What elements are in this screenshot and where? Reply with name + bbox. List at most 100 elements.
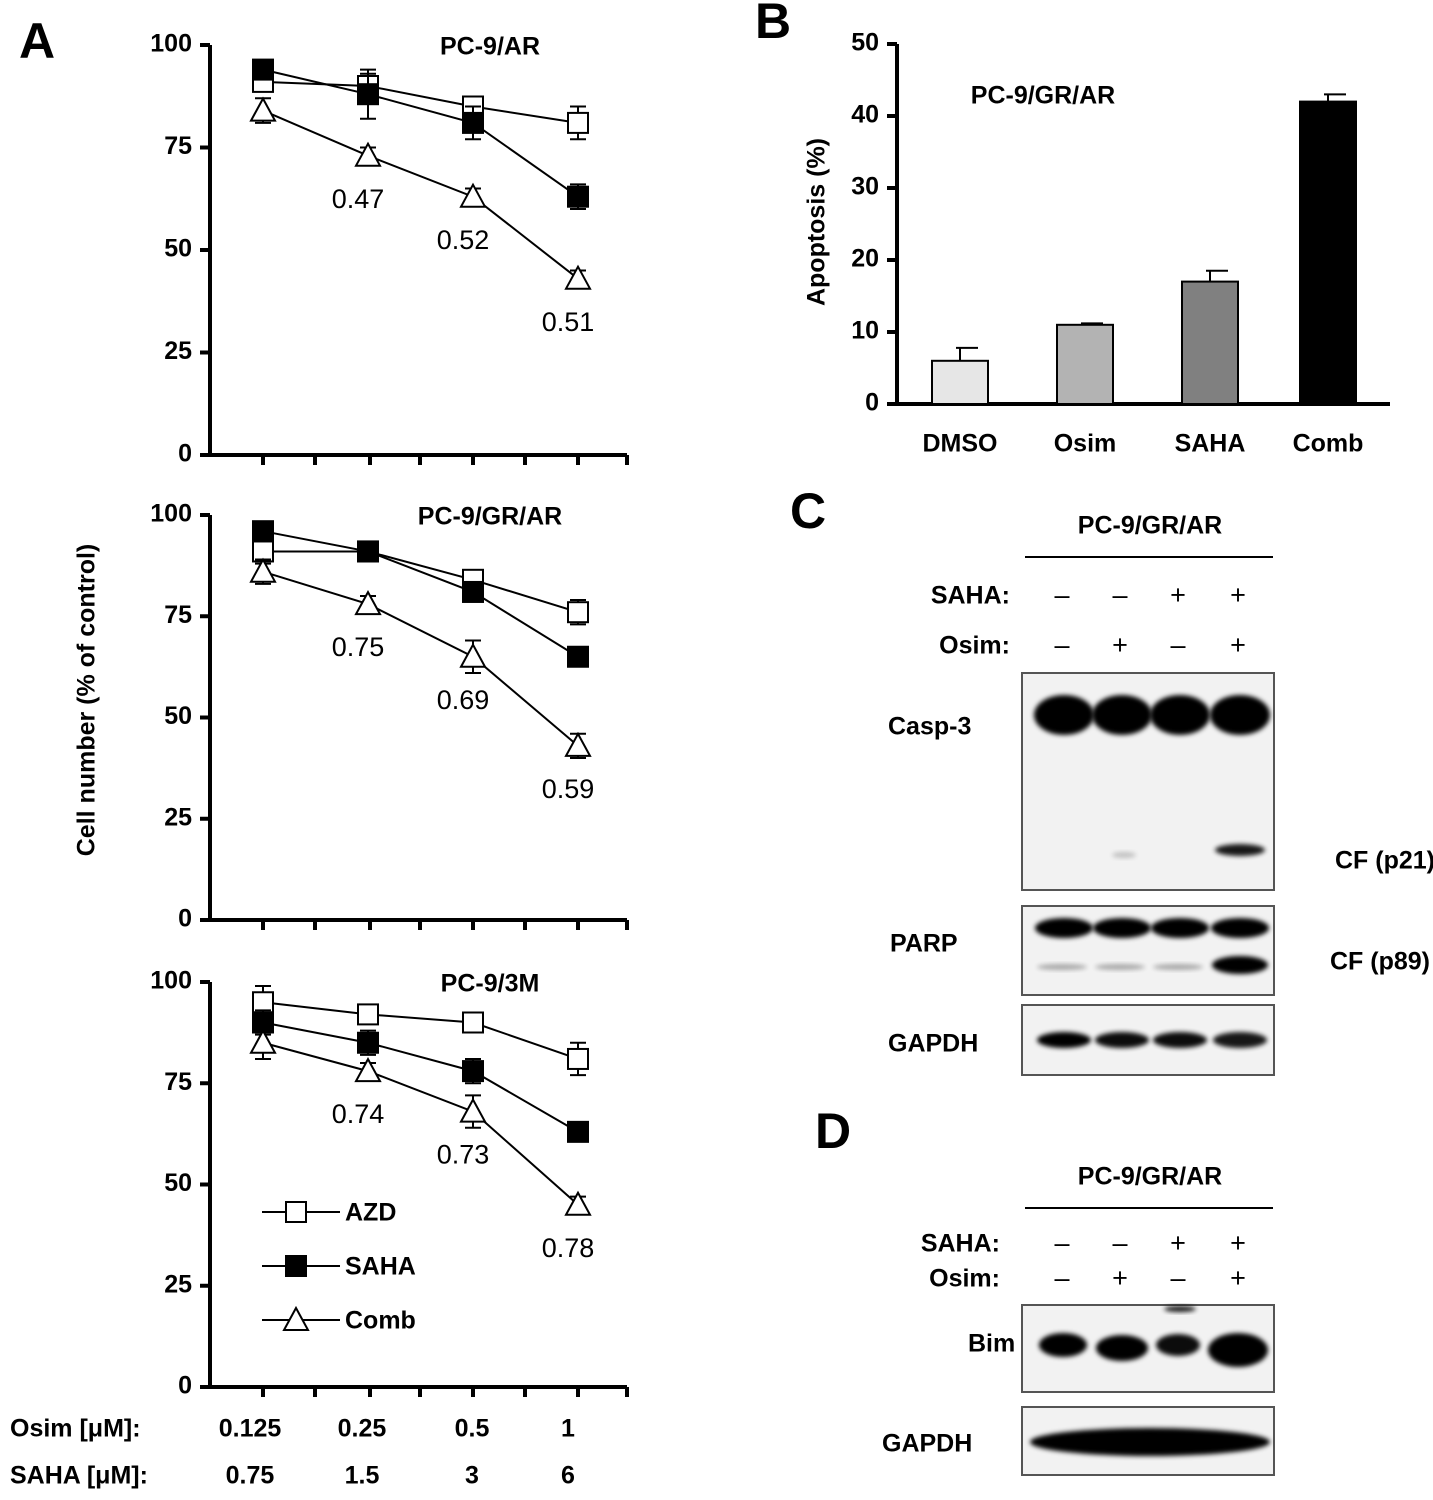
marker: [567, 645, 589, 668]
bar: [1181, 280, 1239, 406]
band: [1037, 1032, 1091, 1048]
marker: [564, 264, 592, 290]
band: [1034, 695, 1094, 735]
error-bar: [1206, 269, 1228, 282]
band: [1211, 918, 1269, 938]
band: [1096, 1335, 1148, 1361]
y-tick-label: 100: [150, 30, 192, 58]
blot-title: PC-9/GR/AR: [1078, 1163, 1222, 1191]
band: [1037, 964, 1087, 970]
annotation: 0.52: [437, 225, 490, 255]
x-tick-label: DMSO: [923, 430, 998, 458]
marker: [462, 111, 484, 134]
y-tick-label: 50: [164, 1169, 192, 1197]
x-tick-label: Osim: [1054, 430, 1117, 458]
x-row-name: Osim [μM]:: [10, 1415, 141, 1443]
y-tick-label: 25: [164, 337, 192, 365]
series-line: [262, 80, 579, 124]
y-tick-label: 100: [150, 500, 192, 528]
band: [1092, 695, 1152, 735]
legend-label: Comb: [345, 1307, 416, 1335]
y-tick-label: 50: [164, 702, 192, 730]
series-line: [262, 1041, 579, 1206]
y-axis-label: Cell number (% of control): [73, 544, 101, 857]
marker: [459, 182, 487, 208]
sign: +: [1170, 1228, 1186, 1258]
marker: [357, 1003, 379, 1026]
annotation: 0.69: [437, 685, 490, 715]
band: [1095, 1032, 1149, 1048]
marker: [462, 1060, 484, 1083]
y-tick-label: 0: [178, 440, 192, 468]
y-tick-label: 75: [164, 1068, 192, 1096]
legend-label: SAHA: [345, 1253, 416, 1281]
marker: [249, 1028, 277, 1054]
blot-label: CF (p21): [1335, 847, 1433, 875]
chart-title: PC-9/GR/AR: [418, 503, 562, 531]
row-label: Osim:: [939, 632, 1010, 660]
annotation: 0.51: [542, 307, 595, 337]
error-bar: [1324, 93, 1346, 102]
annotation: 0.75: [332, 632, 385, 662]
annotation: 0.74: [332, 1099, 385, 1129]
blot-label: GAPDH: [888, 1030, 978, 1058]
y-tick-label: 20: [851, 245, 879, 273]
x-row-name: SAHA [μM]:: [10, 1462, 148, 1490]
marker: [354, 141, 382, 167]
marker: [252, 991, 274, 1014]
blot-title: PC-9/GR/AR: [1078, 512, 1222, 540]
blot-label: PARP: [890, 930, 958, 958]
sign: –: [1112, 580, 1127, 610]
panel-letter: D: [815, 1103, 851, 1159]
y-tick-label: 0: [178, 1372, 192, 1400]
annotation: 0.59: [542, 774, 595, 804]
marker: [567, 1120, 589, 1143]
blot-label: GAPDH: [882, 1430, 972, 1458]
x-tick-label: SAHA: [1175, 430, 1246, 458]
marker: [357, 540, 379, 563]
sign: +: [1112, 1263, 1128, 1293]
series-line: [262, 109, 579, 280]
y-tick-label: 25: [164, 1270, 192, 1298]
y-axis-label: Apoptosis (%): [803, 138, 831, 306]
x-tick-label: 6: [561, 1462, 575, 1490]
panel-letter: C: [790, 483, 826, 539]
band: [1210, 695, 1270, 735]
blot-label: CF (p89): [1330, 948, 1430, 976]
bar: [931, 359, 989, 405]
sign: –: [1170, 630, 1185, 660]
x-tick-label: 0.75: [226, 1462, 275, 1490]
marker: [252, 58, 274, 81]
panel-letter: A: [19, 13, 55, 69]
marker: [282, 1305, 310, 1331]
band: [1112, 852, 1136, 858]
marker: [285, 1201, 307, 1223]
band: [1215, 844, 1265, 856]
sign: –: [1112, 1228, 1127, 1258]
x-tick-label: Comb: [1293, 430, 1364, 458]
x-tick-label: 0.125: [219, 1415, 282, 1443]
legend-label: AZD: [345, 1199, 396, 1227]
marker: [249, 557, 277, 583]
x-tick-label: 0.25: [338, 1415, 387, 1443]
band: [1030, 1428, 1270, 1456]
marker: [357, 1031, 379, 1054]
marker: [459, 642, 487, 668]
error-bar: [956, 346, 978, 361]
band: [1093, 918, 1151, 938]
marker: [564, 1190, 592, 1216]
marker: [567, 1047, 589, 1070]
x-tick-label: 1: [561, 1415, 575, 1443]
y-tick-label: 100: [150, 967, 192, 995]
band: [1208, 1333, 1268, 1367]
series-line: [262, 1001, 579, 1060]
x-tick-label: 1.5: [345, 1462, 380, 1490]
sign: –: [1170, 1263, 1185, 1293]
blot-label: Bim: [968, 1330, 1015, 1358]
band: [1213, 1032, 1267, 1048]
y-tick-label: 0: [865, 389, 879, 417]
marker: [249, 96, 277, 122]
chart-title: PC-9/3M: [441, 970, 540, 998]
band: [1095, 964, 1145, 970]
